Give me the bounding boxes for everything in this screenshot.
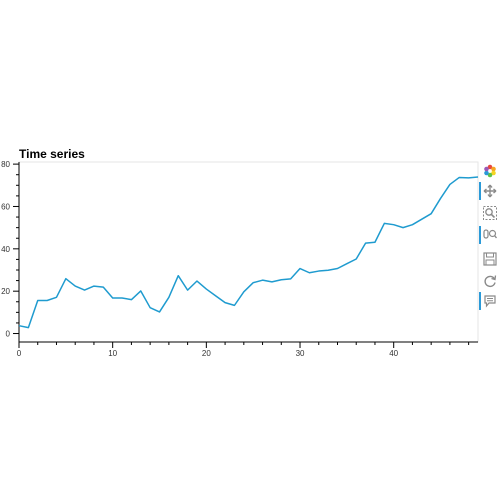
bokeh-logo-icon[interactable] [479, 162, 499, 180]
reset-tool-button[interactable] [479, 272, 499, 290]
hover-tool-button[interactable] [479, 292, 499, 310]
y-tick-label: 60 [1, 202, 10, 211]
x-tick-label: 40 [389, 349, 398, 358]
x-tick-label: 20 [202, 349, 211, 358]
save-tool-button[interactable] [479, 250, 499, 268]
x-tick-label: 0 [17, 349, 22, 358]
box-zoom-icon [483, 206, 497, 220]
y-tick-label: 40 [1, 245, 10, 254]
pan-icon [483, 184, 497, 198]
y-tick-label: 80 [1, 160, 10, 169]
y-tick-label: 0 [6, 330, 11, 339]
wheel-zoom-icon [483, 228, 497, 242]
box-zoom-tool-button[interactable] [479, 204, 499, 222]
plot-frame [19, 162, 478, 342]
toolbar [479, 162, 499, 312]
active-indicator [479, 226, 481, 244]
active-indicator [479, 292, 481, 310]
active-indicator [479, 182, 481, 200]
save-icon [483, 252, 497, 266]
wheel-zoom-tool-button[interactable] [479, 226, 499, 244]
pan-tool-button[interactable] [479, 182, 499, 200]
bokeh-logo-icon-graphic [483, 164, 497, 178]
y-tick-label: 20 [1, 287, 10, 296]
reset-icon [483, 274, 497, 288]
series-line-0 [19, 177, 478, 328]
x-tick-label: 30 [296, 349, 305, 358]
x-tick-label: 10 [108, 349, 117, 358]
hover-icon [483, 294, 497, 308]
